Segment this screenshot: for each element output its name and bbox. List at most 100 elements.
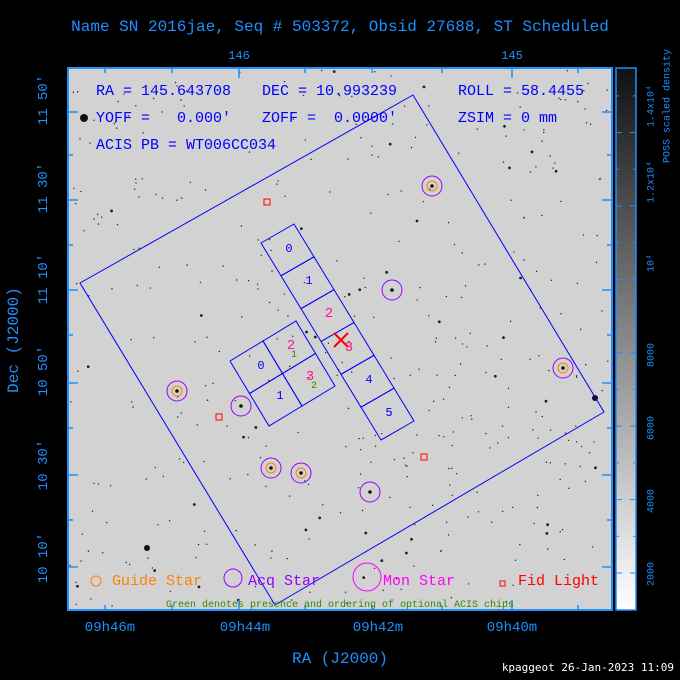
star-dot	[360, 137, 362, 139]
star-dot	[113, 122, 115, 125]
guide-star-marker	[295, 467, 307, 479]
star-dot	[452, 431, 455, 433]
star-dot	[194, 341, 196, 343]
star-dot	[576, 282, 579, 285]
star-dot	[489, 447, 491, 449]
star-dot	[97, 483, 99, 485]
star-dot	[461, 252, 464, 254]
star-dot	[413, 565, 415, 567]
acq-star-marker	[166, 380, 188, 402]
star-dot	[450, 597, 453, 599]
star-dot	[218, 350, 221, 353]
star-dot	[559, 530, 561, 533]
chip-label-i3: 3	[306, 369, 314, 385]
star-dot	[364, 286, 366, 289]
star-dot	[546, 548, 549, 550]
star-dot	[83, 230, 85, 232]
star-dot	[403, 105, 406, 107]
star-dot	[287, 315, 289, 317]
bright-star	[144, 545, 150, 551]
top-tick-label: 146	[228, 49, 250, 63]
star-dot	[302, 94, 305, 97]
star-dot	[406, 465, 408, 467]
colorbar	[615, 67, 637, 611]
star-dot	[507, 406, 510, 409]
star-dot	[587, 82, 589, 85]
star-dot	[438, 434, 440, 437]
left-tick-label: 11 30'	[36, 162, 52, 214]
star-dot	[387, 193, 389, 196]
star-dot	[505, 600, 508, 603]
star-dot	[203, 460, 205, 463]
star-dot	[390, 357, 392, 359]
star-dot	[182, 461, 185, 464]
star-dot	[145, 478, 147, 480]
star-dot	[461, 343, 464, 345]
star-dot	[390, 75, 392, 77]
star-dot	[351, 371, 353, 373]
acis-i-chips	[229, 320, 336, 427]
star-dot	[469, 332, 471, 334]
star-dot	[339, 512, 342, 514]
star-dot	[234, 399, 236, 402]
star-dot	[548, 369, 550, 372]
star-dot	[338, 94, 341, 97]
star-dot	[283, 293, 286, 295]
star-dot	[291, 112, 294, 114]
star-dot	[247, 473, 249, 476]
star-dot	[204, 385, 207, 387]
star-dot	[117, 100, 119, 103]
star-dot	[358, 437, 360, 440]
catalog-star	[390, 288, 394, 292]
star-dot	[541, 140, 543, 142]
optional-chips-note: Green denotes presence and ordering of o…	[166, 599, 514, 611]
star-dot	[344, 591, 347, 593]
star-dot	[345, 446, 347, 448]
star-dot	[304, 480, 306, 482]
colorbar-ticks	[616, 95, 636, 574]
star-dot	[257, 239, 259, 241]
star-dot	[546, 523, 550, 527]
colorbar-tick-label: 8000	[646, 342, 658, 368]
star-dot	[75, 282, 78, 285]
star-dot	[204, 189, 207, 191]
star-dot	[180, 99, 182, 101]
star-dot	[310, 158, 312, 161]
star-dot	[567, 439, 570, 442]
star-dot	[593, 441, 595, 443]
star-dot	[364, 531, 368, 535]
star-catalog	[166, 175, 574, 503]
star-dot	[149, 287, 152, 289]
star-dot	[588, 452, 591, 454]
star-dot	[377, 156, 380, 158]
star-dot	[229, 478, 231, 480]
star-dot	[286, 557, 288, 560]
star-dot	[260, 254, 262, 257]
star-dot	[380, 559, 384, 563]
chip-label-s2: 2	[325, 306, 333, 322]
star-dot	[596, 234, 598, 237]
star-dot	[197, 585, 201, 589]
star-dot	[606, 89, 608, 91]
star-dot	[589, 123, 592, 125]
guide-star-marker	[557, 362, 569, 374]
star-dot	[545, 532, 549, 535]
star-dot	[545, 461, 548, 463]
bottom-tick-label: 09h44m	[219, 620, 271, 636]
star-dot	[309, 591, 311, 593]
star-dot	[418, 368, 420, 370]
catalog-star	[175, 389, 179, 393]
star-dot	[284, 195, 286, 197]
acq-star-marker	[290, 462, 312, 484]
star-dot	[440, 549, 443, 552]
star-dot	[288, 365, 291, 368]
star-dot	[235, 529, 237, 532]
star-dot	[336, 260, 338, 262]
chip-label-s1: 1	[305, 274, 312, 288]
star-dot	[176, 199, 178, 201]
acq-star-marker	[260, 457, 282, 479]
star-dot	[527, 89, 530, 91]
star-dot	[222, 265, 224, 267]
left-tick-label: 11 10'	[36, 253, 52, 305]
star-dot	[272, 118, 274, 120]
